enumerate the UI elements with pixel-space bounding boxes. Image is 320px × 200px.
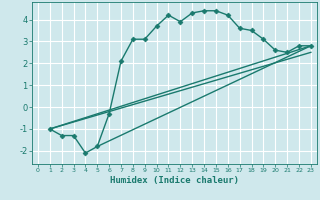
X-axis label: Humidex (Indice chaleur): Humidex (Indice chaleur)	[110, 176, 239, 185]
